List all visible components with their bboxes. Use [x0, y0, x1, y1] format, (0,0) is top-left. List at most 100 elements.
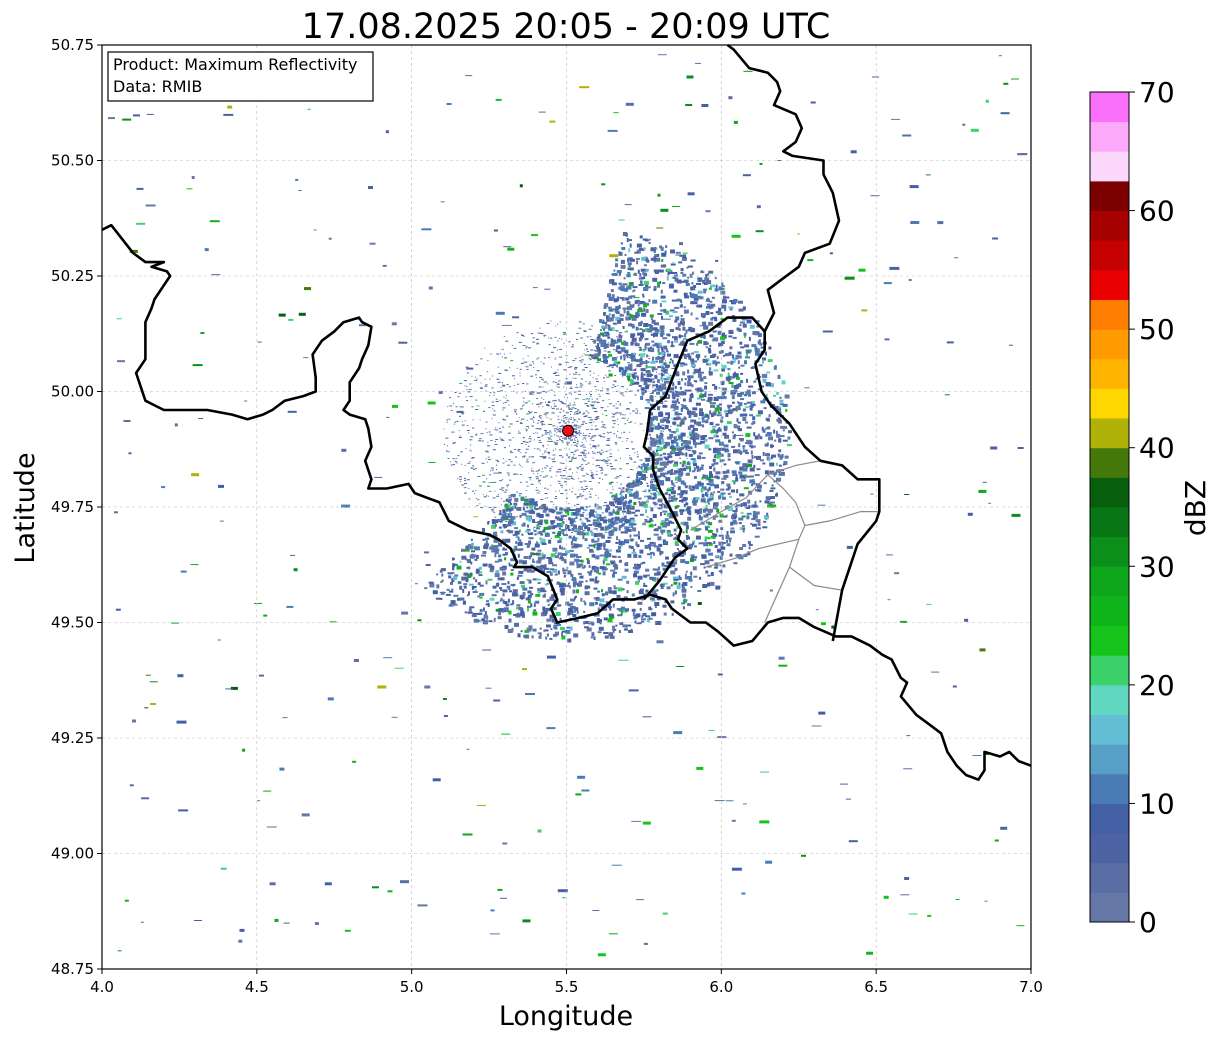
echo-pixel: [612, 486, 614, 488]
echo-pixel: [702, 424, 705, 428]
echo-pixel: [713, 337, 719, 342]
echo-pixel: [544, 506, 548, 511]
echo-pixel: [559, 321, 561, 323]
echo-pixel: [542, 594, 546, 598]
echo-streak: [358, 324, 366, 327]
echo-pixel: [560, 402, 564, 404]
echo-pixel: [623, 516, 627, 519]
echo-pixel: [459, 560, 462, 563]
echo-pixel: [603, 519, 607, 524]
echo-pixel: [625, 608, 629, 612]
echo-pixel: [628, 286, 632, 289]
echo-pixel: [744, 334, 746, 338]
echo-pixel: [645, 568, 650, 572]
echo-pixel: [591, 356, 595, 359]
echo-pixel: [593, 597, 597, 600]
echo-pixel: [445, 593, 451, 596]
echo-pixel: [484, 378, 486, 380]
echo-pixel: [509, 510, 512, 513]
echo-pixel: [730, 527, 735, 530]
echo-pixel: [598, 603, 602, 607]
echo-pixel: [661, 365, 664, 369]
echo-pixel: [641, 474, 646, 477]
echo-pixel: [713, 447, 718, 452]
echo-pixel: [636, 327, 639, 331]
echo-pixel: [644, 344, 647, 347]
echo-pixel: [522, 592, 526, 597]
echo-pixel: [626, 438, 629, 440]
echo-pixel: [514, 497, 519, 502]
echo-pixel: [665, 245, 668, 249]
echo-pixel: [522, 436, 525, 438]
echo-pixel: [618, 547, 620, 551]
echo-pixel: [619, 468, 623, 470]
echo-pixel: [649, 436, 652, 440]
echo-pixel: [666, 350, 669, 353]
echo-pixel: [597, 619, 602, 624]
echo-pixel: [551, 537, 553, 539]
echo-pixel: [686, 389, 692, 392]
echo-pixel: [568, 582, 570, 585]
echo-pixel: [762, 462, 766, 465]
echo-pixel: [649, 440, 653, 444]
echo-pixel: [646, 286, 651, 289]
echo-pixel: [565, 601, 570, 606]
echo-pixel: [772, 472, 777, 475]
echo-streak: [671, 368, 678, 369]
echo-pixel: [510, 461, 513, 463]
echo-pixel: [596, 546, 600, 551]
echo-pixel: [599, 566, 605, 570]
echo-pixel: [732, 317, 737, 322]
echo-pixel: [526, 361, 528, 363]
echo-pixel: [540, 392, 542, 394]
echo-pixel: [453, 464, 455, 466]
echo-pixel: [513, 409, 517, 411]
echo-streak: [257, 800, 261, 802]
echo-pixel: [677, 435, 681, 440]
echo-pixel: [487, 360, 489, 361]
echo-pixel: [646, 373, 652, 378]
echo-pixel: [503, 607, 509, 611]
echo-pixel: [537, 549, 542, 552]
echo-pixel: [608, 450, 610, 452]
echo-pixel: [483, 496, 487, 498]
echo-pixel: [551, 594, 556, 598]
echo-pixel: [675, 316, 680, 321]
echo-pixel: [755, 351, 759, 356]
echo-pixel: [559, 557, 565, 560]
echo-pixel: [472, 586, 477, 588]
echo-pixel: [574, 401, 575, 403]
echo-pixel: [499, 488, 503, 490]
echo-pixel: [592, 340, 593, 342]
echo-pixel: [687, 426, 691, 431]
echo-pixel: [561, 477, 564, 479]
echo-pixel: [548, 400, 550, 402]
echo-pixel: [639, 358, 643, 362]
echo-pixel: [562, 475, 566, 477]
echo-pixel: [468, 498, 471, 500]
echo-pixel: [570, 598, 576, 602]
echo-pixel: [472, 427, 475, 429]
echo-pixel: [586, 405, 589, 406]
echo-streak: [476, 805, 486, 806]
echo-pixel: [590, 476, 593, 477]
echo-pixel: [730, 489, 734, 492]
echo-streak: [391, 322, 397, 326]
echo-pixel: [534, 448, 536, 449]
echo-pixel: [694, 527, 698, 532]
echo-pixel: [673, 436, 677, 439]
echo-pixel: [444, 443, 445, 445]
echo-pixel: [584, 525, 589, 530]
echo-pixel: [675, 543, 680, 546]
echo-pixel: [691, 436, 695, 440]
echo-pixel: [731, 515, 734, 520]
echo-pixel: [543, 430, 547, 431]
echo-pixel: [713, 398, 719, 401]
echo-pixel: [552, 425, 556, 427]
echo-pixel: [549, 597, 554, 601]
echo-pixel: [515, 516, 518, 518]
echo-pixel: [575, 431, 577, 433]
echo-pixel: [518, 570, 524, 574]
echo-pixel: [695, 434, 700, 439]
echo-pixel: [744, 406, 749, 409]
